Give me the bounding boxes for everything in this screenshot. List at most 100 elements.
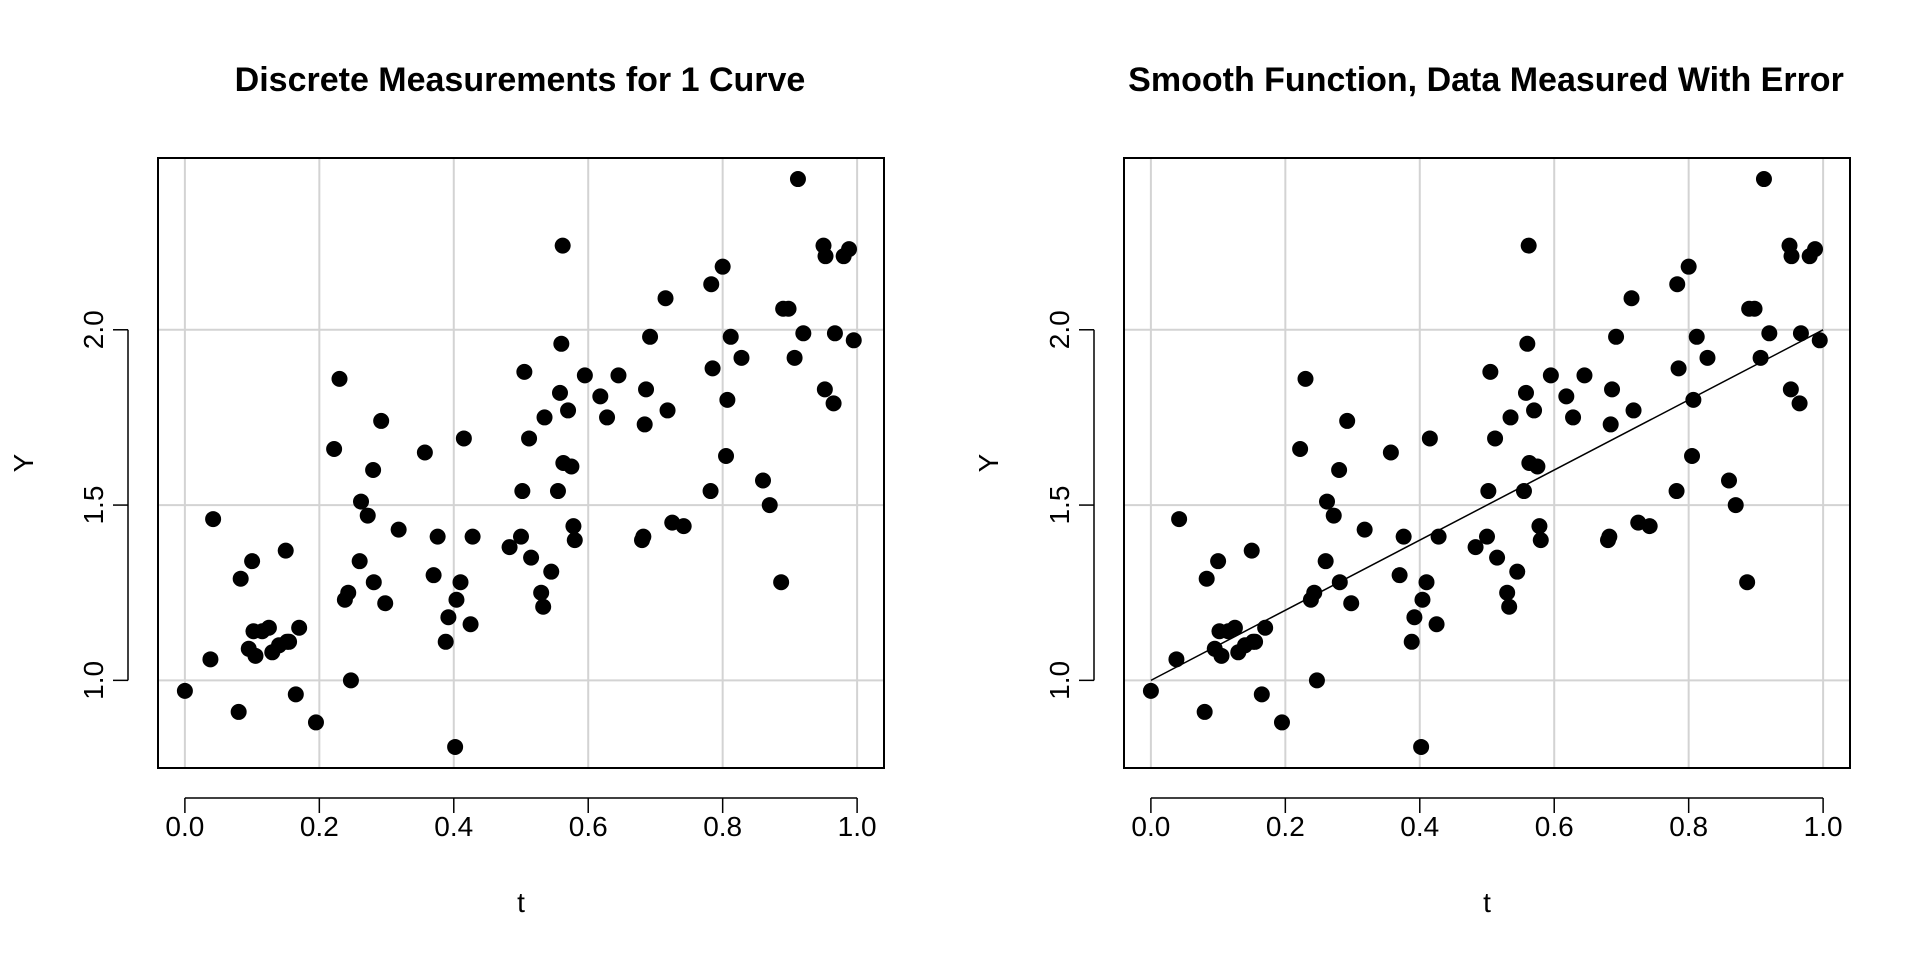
chart-2-point-92 <box>1782 381 1799 398</box>
chart-1-point-1 <box>202 651 219 668</box>
chart-2-point-29 <box>1339 412 1356 429</box>
chart-1-point-46 <box>516 363 533 380</box>
chart-1-point-82 <box>733 349 750 366</box>
chart-1-point-85 <box>773 574 790 591</box>
chart-2-point-72 <box>1625 402 1642 419</box>
chart-1-x-tick-label-2: 0.4 <box>434 811 473 842</box>
chart-2-x-tick-label-3: 0.6 <box>1535 811 1574 842</box>
chart-1-x-tick-label-4: 0.8 <box>703 811 742 842</box>
chart-1-point-61 <box>566 532 583 549</box>
chart-1-point-65 <box>610 367 627 384</box>
chart-1-point-35 <box>437 633 454 650</box>
chart-2-point-83 <box>1721 472 1737 489</box>
chart-1-plot-frame <box>157 157 885 769</box>
chart-1-point-28 <box>365 574 382 591</box>
chart-1-point-94 <box>825 395 842 412</box>
chart-2-point-31 <box>1356 521 1373 538</box>
chart-1-point-42 <box>464 528 481 545</box>
chart-1-point-19 <box>326 440 343 457</box>
chart-2-point-88 <box>1752 349 1769 366</box>
chart-2-point-78 <box>1680 258 1697 275</box>
chart-2-point-17 <box>1257 619 1274 636</box>
chart-2-y-tick-label-1: 1.5 <box>1044 486 1075 525</box>
chart-2-point-47 <box>1487 430 1504 447</box>
chart-2-point-79 <box>1684 447 1701 464</box>
chart-1-point-95 <box>826 325 843 342</box>
chart-1-point-49 <box>533 584 550 601</box>
chart-2-point-1 <box>1168 651 1185 668</box>
chart-2-point-61 <box>1532 532 1549 549</box>
chart-1-point-97 <box>841 241 858 258</box>
chart-2-point-76 <box>1669 276 1686 293</box>
chart-2-point-35 <box>1403 633 1420 650</box>
chart-1-point-20 <box>331 370 348 387</box>
chart-2-point-55 <box>1519 335 1536 352</box>
chart-2-point-75 <box>1668 483 1685 500</box>
chart-1-point-3 <box>230 703 247 720</box>
chart-1-point-88 <box>786 349 803 366</box>
chart-1-x-tick-label-0: 0.0 <box>165 811 204 842</box>
chart-1-y-tick-label-1: 1.5 <box>78 486 109 525</box>
chart-1-point-58 <box>560 402 577 419</box>
chart-2-point-52 <box>1509 563 1526 580</box>
chart-1-point-24 <box>351 553 368 570</box>
chart-1-x-tick-label-1: 0.2 <box>300 811 339 842</box>
chart-panel-2: Smooth Function, Data Measured With Erro… <box>973 61 1851 918</box>
chart-2-x-tick-label-2: 0.4 <box>1400 811 1439 842</box>
chart-2-point-77 <box>1670 360 1687 377</box>
chart-1-point-25 <box>353 493 370 510</box>
chart-2-point-95 <box>1792 325 1809 342</box>
chart-2-point-34 <box>1395 528 1412 545</box>
chart-1-point-0 <box>176 682 193 699</box>
chart-2-point-27 <box>1331 462 1348 479</box>
chart-2-point-82 <box>1699 349 1716 366</box>
chart-2-point-59 <box>1529 458 1546 475</box>
chart-1-y-tick-label-0: 1.0 <box>78 661 109 700</box>
chart-1-point-48 <box>523 549 540 566</box>
chart-2-point-25 <box>1319 493 1336 510</box>
chart-2-point-68 <box>1602 416 1619 433</box>
chart-1-point-52 <box>543 563 560 580</box>
chart-1-point-83 <box>755 472 771 489</box>
chart-2-point-63 <box>1558 388 1575 405</box>
chart-1-point-27 <box>365 462 382 479</box>
chart-2-point-71 <box>1623 290 1640 307</box>
chart-2-point-51 <box>1502 409 1519 426</box>
chart-2-point-24 <box>1317 553 1334 570</box>
chart-2-y-axis: 1.0 1.5 2.0 <box>1044 310 1095 700</box>
chart-1-x-tick-label-5: 1.0 <box>838 811 877 842</box>
chart-1-point-90 <box>795 325 812 342</box>
chart-2-point-15 <box>1247 633 1264 650</box>
chart-1-point-23 <box>342 672 359 689</box>
chart-2-point-54 <box>1517 384 1534 401</box>
chart-2-point-2 <box>1171 511 1188 528</box>
chart-2-point-16 <box>1253 686 1270 703</box>
chart-1-point-33 <box>425 567 442 584</box>
chart-2-x-tick-label-5: 1.0 <box>1804 811 1843 842</box>
chart-2-plot-frame <box>1123 157 1851 769</box>
chart-2-x-tick-label-1: 0.2 <box>1266 811 1305 842</box>
chart-2-point-37 <box>1413 738 1430 755</box>
chart-1-point-50 <box>535 598 552 615</box>
chart-2-point-74 <box>1641 518 1658 535</box>
chart-2-point-20 <box>1297 370 1314 387</box>
chart-2-point-26 <box>1325 507 1342 524</box>
chart-1-point-40 <box>455 430 472 447</box>
chart-2-point-4 <box>1198 570 1215 587</box>
chart-1-point-8 <box>247 647 264 664</box>
chart-2-point-64 <box>1565 409 1582 426</box>
chart-1-point-22 <box>340 584 357 601</box>
chart-2-point-43 <box>1467 539 1484 556</box>
chart-1-point-69 <box>638 381 655 398</box>
chart-1-point-60 <box>565 518 582 535</box>
chart-1-point-51 <box>536 409 553 426</box>
chart-2-point-60 <box>1531 518 1548 535</box>
chart-2-y-axis-label: Y <box>973 453 1004 472</box>
chart-1-point-56 <box>554 237 571 254</box>
chart-1-point-63 <box>592 388 609 405</box>
chart-1-x-axis: 0.0 0.2 0.4 0.6 0.8 1.0 <box>165 797 877 842</box>
chart-2-point-36 <box>1406 609 1423 626</box>
chart-2-point-45 <box>1480 483 1497 500</box>
chart-1-point-39 <box>452 574 469 591</box>
chart-1-point-81 <box>722 328 739 345</box>
